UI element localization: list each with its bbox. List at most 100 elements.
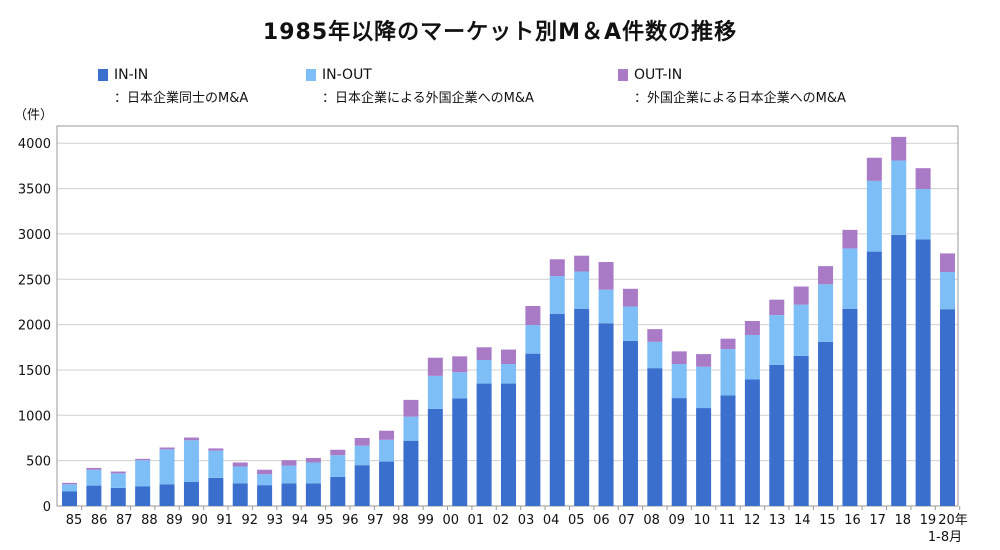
bar-out-in [915,168,931,190]
bar-in-out [501,364,516,384]
bar-in-out [183,440,199,482]
y-axis-unit-label: （件） [14,108,53,123]
x-tick-label: 94 [292,513,309,528]
bar-in-in [793,355,809,506]
bar-in-in [842,308,858,506]
bar-in-in [671,398,687,506]
bar-out-in [257,469,273,475]
bar-in-out [208,450,224,478]
bar-out-in [379,430,395,440]
bar-out-in [598,262,614,290]
bar-in-in [403,440,419,506]
bar-in-out [647,341,663,369]
bar-out-in [159,447,175,450]
x-tick-label: 06 [593,513,610,528]
x-tick-label: 91 [216,513,233,528]
bar-in-in [915,239,931,506]
bar-out-in [744,320,760,336]
bar-in-in [891,234,907,506]
legend-swatch-in-out [306,69,316,81]
x-tick-label: 00 [442,513,459,528]
bar-in-out [793,304,809,356]
x-tick-label: 86 [91,513,108,528]
bar-in-in [501,383,516,506]
bar-out-in [647,329,663,342]
bar-in-out [671,364,687,399]
bar-out-in [818,266,834,285]
legend-desc-in-out: ：日本企業による外国企業へのM&A [322,91,534,106]
chart-title: 1985年以降のマーケット別M＆A件数の推移 [262,20,738,45]
bar-in-in [232,483,248,506]
bar-out-in [135,458,151,461]
bar-in-out [110,473,126,488]
bar-in-out [549,276,565,314]
legend-desc-out-in: ：外国企業による日本企業へのM&A [634,91,846,106]
y-tick-label: 4000 [18,137,51,152]
x-tick-label: 99 [417,513,434,528]
legend-desc-in-in: ：日本企業同士のM&A [114,91,249,106]
x-tick-label: 95 [317,513,334,528]
x-tick-label: 17 [869,513,886,528]
bar-out-in [622,288,638,307]
bar-in-out [866,180,882,252]
x-tick-label: 12 [744,513,761,528]
bar-out-in [62,482,77,485]
bar-in-out [525,325,541,354]
x-tick-label: 18 [894,513,911,528]
x-tick-label: 98 [392,513,409,528]
legend-swatch-out-in [618,69,628,81]
x-tick-label: 13 [769,513,786,528]
bar-in-in [452,398,468,506]
bar-in-in [696,408,712,506]
x-tick-label: 04 [543,513,560,528]
x-tick-label: 14 [794,513,811,528]
bar-in-out [427,375,443,409]
legend-item-out-in: OUT-IN ：外国企業による日本企業へのM&A [618,66,846,106]
bar-in-out [769,315,785,365]
x-tick-label: 19 [920,513,937,528]
x-tick-label: 85 [66,513,83,528]
x-tick-label: 08 [643,513,660,528]
bar-in-out [86,469,102,486]
bar-out-in [891,136,907,161]
bar-out-in [110,471,126,474]
y-tick-label: 3500 [18,183,51,198]
bar-in-out [818,284,834,342]
bar-in-in [330,476,346,506]
bar-out-in [305,457,321,463]
x-tick-label: 97 [367,513,384,528]
bar-out-in [793,286,809,305]
bar-in-out [159,449,175,485]
bar-in-in [818,341,834,506]
y-tick-label: 0 [43,500,51,515]
bar-in-out [598,289,614,324]
bar-in-in [525,353,541,506]
bar-in-in [549,313,565,506]
bar-in-in [208,477,224,506]
bar-in-in [110,487,126,506]
bar-in-out [720,349,736,396]
bar-out-in [183,437,199,441]
legend-label-in-in: IN-IN [114,67,149,83]
bar-out-in [525,306,541,326]
x-tick-label: 89 [166,513,183,528]
bar-in-in [476,383,492,506]
bar-in-out [696,366,712,409]
x-tick-label: 09 [668,513,685,528]
bar-out-in [476,347,492,360]
x-tick-label: 92 [242,513,259,528]
legend-label-in-out: IN-OUT [322,67,372,83]
bar-in-out [744,335,760,380]
bar-in-out [452,372,468,399]
bar-in-out [330,455,346,477]
bar-in-in [183,481,199,506]
bar-in-in [257,485,273,506]
x-tick-label: 93 [267,513,284,528]
x-tick-label: 16 [844,513,861,528]
bar-in-out [257,474,273,486]
x-tick-label: 07 [618,513,635,528]
bar-in-out [622,306,638,341]
bar-out-in [86,467,102,470]
bar-out-in [501,349,516,365]
